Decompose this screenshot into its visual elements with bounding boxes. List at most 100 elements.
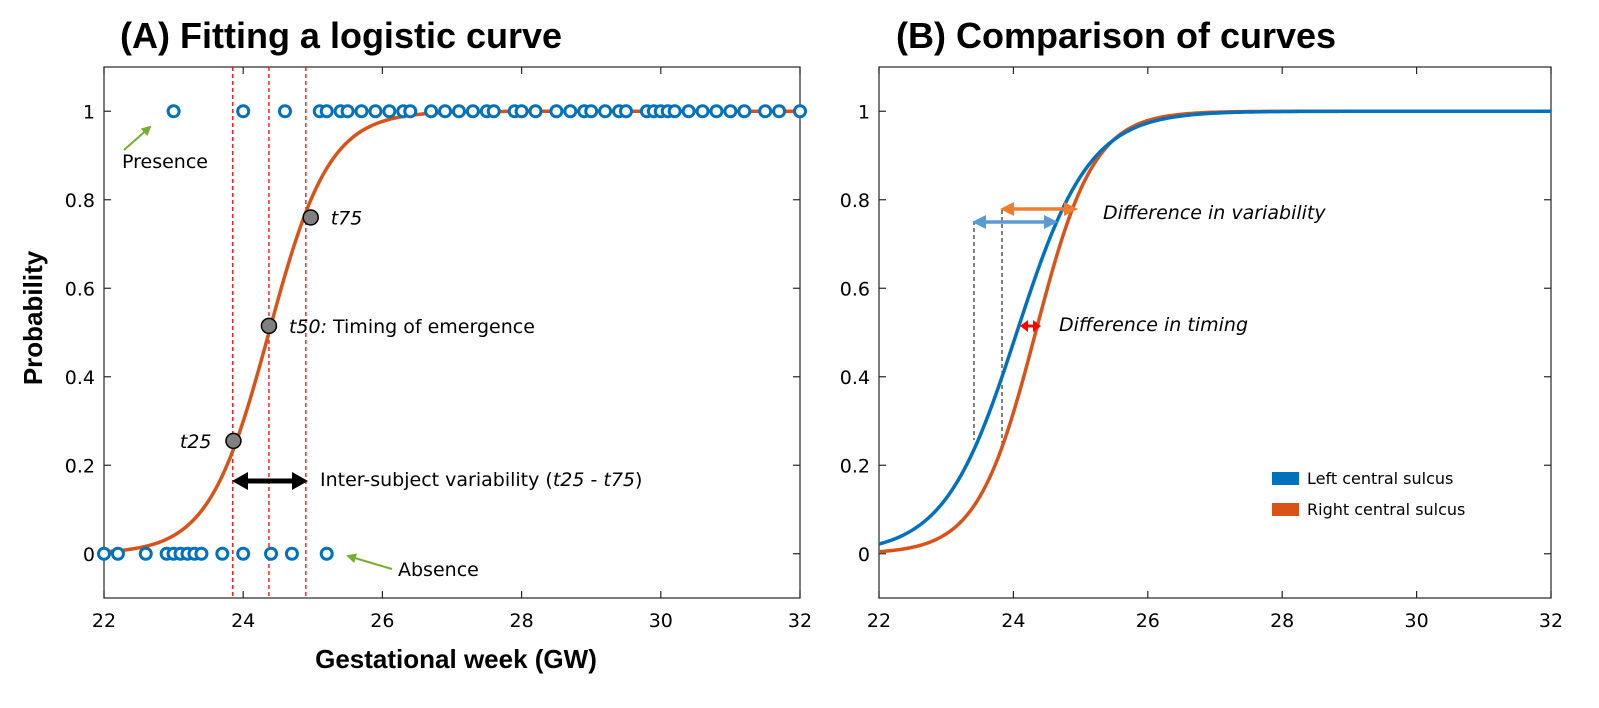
absence-point	[110, 546, 125, 561]
panel-a-y-axis-label: Probability	[18, 250, 48, 385]
variability-double-arrow	[232, 472, 308, 490]
left-central-sulcus-curve	[878, 109, 1551, 546]
presence-point	[695, 104, 710, 119]
absence-point	[284, 546, 299, 561]
presence-arrow	[123, 125, 152, 151]
panel-b-x-tick-label: 26	[1136, 610, 1160, 632]
panel-b-y-tick-label: 0.2	[840, 455, 870, 477]
absence-arrow	[346, 553, 393, 570]
panel-a-y-tick-label: 0.6	[65, 278, 95, 300]
panel-a-x-tick-label: 30	[649, 610, 673, 632]
panel-b-y-tick-label: 0.4	[840, 367, 870, 389]
variability-arrow-right-sulcus	[1000, 202, 1078, 216]
presence-point	[319, 104, 334, 119]
milestone-t50-label: t50: Timing of emergence	[289, 316, 535, 338]
presence-point	[368, 104, 383, 119]
presence-point	[382, 104, 397, 119]
presence-point	[340, 104, 355, 119]
presence-point	[424, 104, 439, 119]
absence-point	[236, 546, 251, 561]
presence-point	[723, 104, 738, 119]
panel-a-y-tick-label: 0.8	[65, 190, 95, 212]
panel-b-legend: Left central sulcus Right central sulcus	[1272, 469, 1465, 519]
variability-label-suffix: )	[635, 469, 642, 491]
absence-point	[215, 546, 230, 561]
panel-b-x-tick-label: 24	[1001, 610, 1025, 632]
panel-a-x-tick-label: 32	[788, 610, 812, 632]
presence-point	[528, 104, 543, 119]
absence-point	[194, 546, 209, 561]
presence-point	[277, 104, 292, 119]
panel-b-title: (B) Comparison of curves	[896, 15, 1336, 56]
panel-a-milestones: t25 t50: Timing of emergence t75	[180, 207, 535, 452]
presence-point	[451, 104, 466, 119]
presence-point	[549, 104, 564, 119]
milestone-t75-marker	[302, 209, 319, 226]
presence-point	[772, 104, 787, 119]
presence-point	[598, 104, 613, 119]
panel-a-x-tick-label: 24	[231, 610, 255, 632]
panel-a-y-tick-label: 0.2	[65, 455, 95, 477]
presence-point	[236, 104, 251, 119]
panel-a-y-tick-label: 0	[83, 544, 95, 566]
variability-label-t75: t75	[603, 469, 635, 491]
absence-point	[319, 546, 334, 561]
presence-label: Presence	[122, 151, 208, 173]
panel-a-y-tick-label: 0.4	[65, 367, 95, 389]
legend-label-left: Left central sulcus	[1307, 469, 1453, 488]
presence-point	[709, 104, 724, 119]
legend-swatch-right	[1272, 503, 1299, 516]
presence-point	[619, 104, 633, 119]
panel-a-title: (A) Fitting a logistic curve	[120, 15, 562, 56]
panel-b-x-tick-label: 28	[1270, 610, 1294, 632]
difference-in-variability-label: Difference in variability	[1103, 202, 1326, 224]
presence-point	[793, 104, 807, 119]
panel-b-y-tick-label: 1	[858, 101, 870, 123]
milestone-t25-marker	[225, 432, 242, 450]
absence-label: Absence	[398, 559, 479, 581]
absence-point	[97, 546, 111, 561]
presence-point	[465, 104, 480, 119]
presence-point	[758, 104, 773, 119]
panel-b-y-tick-label: 0.8	[840, 190, 870, 212]
panel-a-chart: (A) Fitting a logistic curve 22 24 26 28 30 3…	[18, 15, 812, 674]
presence-point	[438, 104, 453, 119]
presence-point	[584, 104, 599, 119]
presence-point	[563, 104, 578, 119]
panel-b-plot-frame	[878, 66, 1552, 599]
presence-point	[737, 104, 752, 119]
difference-in-timing-label: Difference in timing	[1059, 314, 1248, 336]
variability-arrow-left-sulcus	[972, 215, 1058, 229]
variability-label: Inter-subject variability (t25 - t75)	[320, 469, 642, 491]
panel-a-x-axis-label: Gestational week (GW)	[315, 644, 597, 674]
panel-b-chart: (B) Comparison of curves 22 24 26 28 30 32 0 0.…	[840, 15, 1563, 632]
legend-swatch-left	[1272, 472, 1299, 485]
panel-b-y-tick-label: 0.6	[840, 278, 870, 300]
presence-point	[166, 104, 181, 119]
panel-a-x-tick-label: 26	[370, 610, 394, 632]
presence-point	[403, 104, 418, 119]
milestone-t75-label: t75	[331, 207, 363, 229]
absence-point	[264, 546, 279, 561]
absence-point	[138, 546, 153, 561]
panel-a-x-tick-label: 28	[510, 610, 534, 632]
variability-label-prefix: Inter-subject variability (	[320, 469, 553, 491]
panel-b-x-tick-label: 32	[1539, 610, 1563, 632]
panel-b-x-tick-label: 30	[1405, 610, 1429, 632]
milestone-t25-label: t25	[180, 431, 212, 453]
panel-a-x-tick-label: 22	[92, 610, 116, 632]
variability-label-sep: -	[584, 469, 603, 491]
panel-a-tick-labels: 22 24 26 28 30 32 0 0.2 0.4 0.6 0.8 1	[65, 101, 812, 632]
panel-b-y-tick-label: 0	[858, 544, 870, 566]
presence-point	[354, 104, 369, 119]
panel-a-guide-lines	[232, 67, 307, 598]
panel-a-plot-frame	[103, 66, 801, 599]
variability-label-t25: t25	[553, 469, 585, 491]
presence-point	[486, 104, 501, 119]
panel-b-tick-labels: 22 24 26 28 30 32 0 0.2 0.4 0.6 0.8 1	[840, 101, 1563, 632]
legend-label-right: Right central sulcus	[1307, 500, 1465, 519]
milestone-t50-marker	[260, 317, 278, 335]
panel-a-y-tick-label: 1	[83, 101, 95, 123]
presence-point	[681, 104, 696, 119]
